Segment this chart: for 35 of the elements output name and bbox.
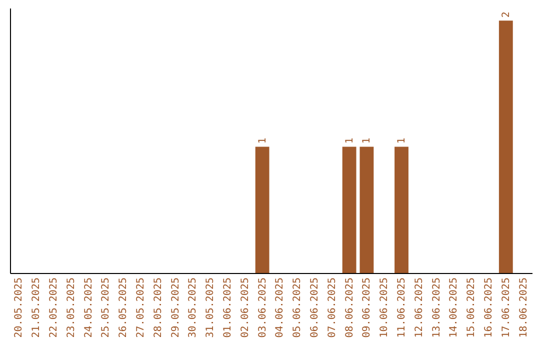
data-label: 2 [500,12,512,18]
x-tick-label: 09.06.2025 [362,278,373,338]
x-tick-label: 01.06.2025 [222,278,234,338]
x-tick-label: 13.06.2025 [431,278,442,338]
x-tick-label: 05.06.2025 [292,278,304,338]
x-tick-label: 15.06.2025 [466,278,478,338]
x-tick-label: 20.05.2025 [14,278,25,338]
x-tick-label: 08.06.2025 [344,278,356,338]
x-tick-label: 28.05.2025 [152,278,164,338]
x-tick-label: 18.06.2025 [518,278,530,338]
x-tick-label: 02.06.2025 [240,278,251,338]
x-tick-label: 30.05.2025 [188,278,199,338]
x-tick-label: 29.05.2025 [170,278,182,338]
x-tick-label: 11.06.2025 [396,278,408,338]
x-tick-label: 16.06.2025 [484,278,494,338]
x-tick-label: 17.06.2025 [500,278,512,338]
data-label: 1 [344,138,356,144]
x-tick-label: 12.06.2025 [414,278,425,338]
x-tick-label: 14.06.2025 [448,278,460,338]
x-tick-label: 24.05.2025 [83,278,94,338]
x-tick-label: 31.05.2025 [205,278,216,338]
x-tick-label: 25.05.2025 [100,278,112,338]
x-tick-label: 21.05.2025 [31,278,42,338]
x-tick-label: 10.06.2025 [379,278,390,338]
x-tick-label: 06.06.2025 [310,278,320,338]
x-tick-label: 07.06.2025 [326,278,338,338]
x-tick-label: 26.05.2025 [118,278,130,338]
x-tick-label: 22.05.2025 [48,278,60,338]
x-tick-label: 27.05.2025 [136,278,146,338]
data-label: 1 [362,138,373,144]
x-tick-label: 23.05.2025 [66,278,77,338]
x-tick-label: 03.06.2025 [257,278,268,338]
data-label: 1 [257,138,268,144]
x-tick-label: 04.06.2025 [274,278,286,338]
data-label: 1 [396,138,408,144]
